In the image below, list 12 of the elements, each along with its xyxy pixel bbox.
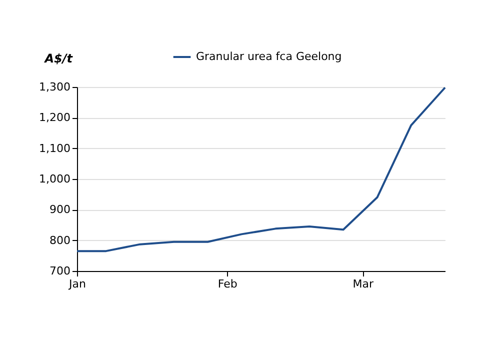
legend-label: Granular urea fca Geelong bbox=[196, 50, 342, 63]
y-axis-title: A$/t bbox=[44, 52, 74, 66]
x-tick-label: Mar bbox=[352, 278, 374, 290]
y-tick-label: 1,300 bbox=[39, 80, 70, 94]
y-tick-label: 900 bbox=[50, 203, 70, 216]
y-tick-label: 700 bbox=[50, 264, 70, 278]
y-tick-label: 1,100 bbox=[39, 142, 70, 155]
x-tick-label: Feb bbox=[218, 278, 238, 290]
y-tick-label: 800 bbox=[50, 234, 70, 247]
y-tick-label: 1,000 bbox=[39, 172, 70, 186]
x-tick-label: Jan bbox=[68, 278, 86, 290]
y-tick-label: 1,200 bbox=[39, 111, 70, 124]
